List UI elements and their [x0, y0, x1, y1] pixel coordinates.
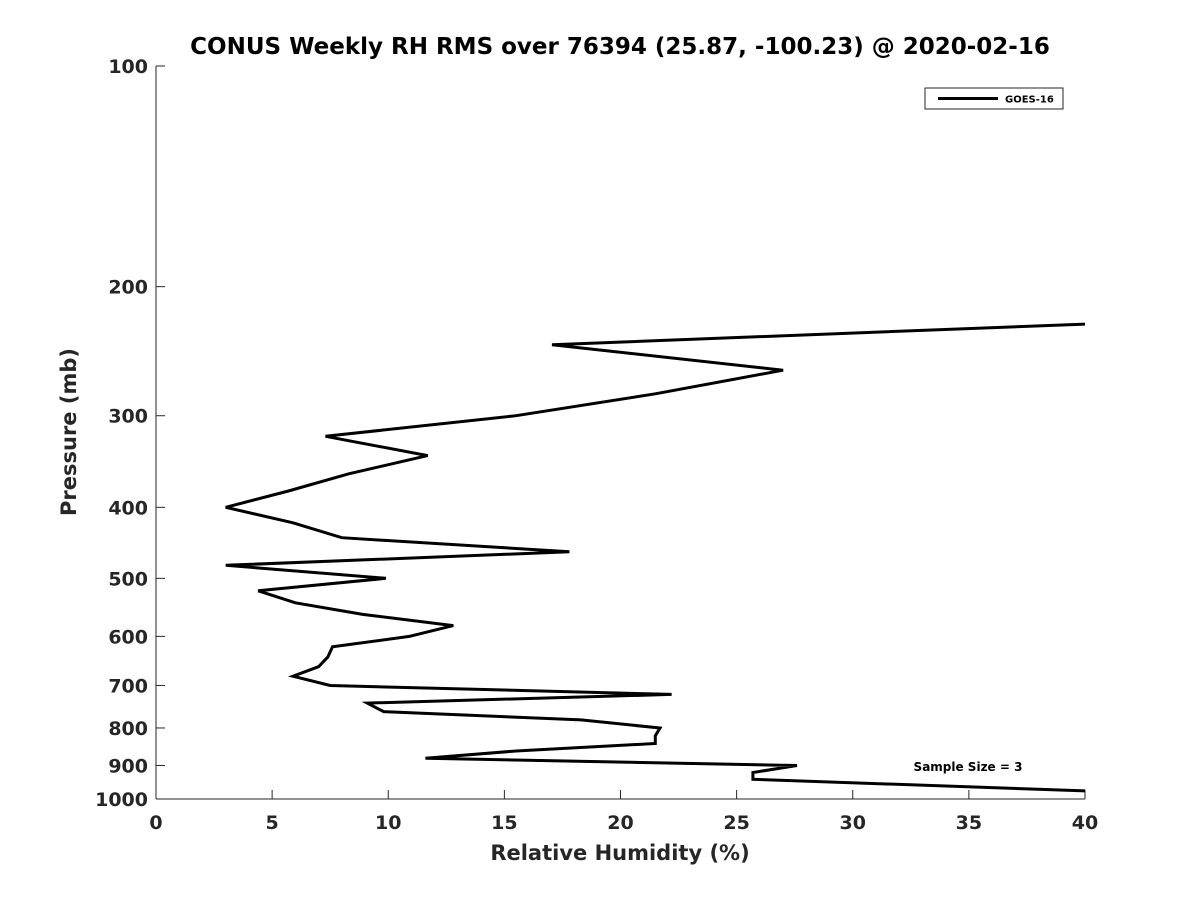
y-tick-label: 100	[108, 56, 148, 78]
y-tick-label: 600	[108, 626, 148, 648]
y-tick-label: 700	[108, 675, 148, 697]
x-tick-label: 0	[149, 812, 162, 834]
sample-size-annotation: Sample Size = 3	[914, 760, 1023, 774]
y-tick-label: 400	[108, 497, 148, 519]
y-tick-label: 800	[108, 718, 148, 740]
x-tick-label: 20	[607, 812, 633, 834]
series-line-goes-16	[225, 322, 1086, 793]
x-tick-label: 25	[723, 812, 749, 834]
y-axis-label: Pressure (mb)	[57, 348, 81, 516]
y-tick-label: 200	[108, 277, 148, 299]
x-axis-label: Relative Humidity (%)	[490, 841, 749, 865]
x-tick-label: 40	[1072, 812, 1098, 834]
x-tick-label: 10	[375, 812, 401, 834]
legend-label-goes16: GOES-16	[1005, 95, 1054, 106]
axes: 0 5 10 15 20 25 30 35 40 100 200 300 400 500 600 700 800…	[95, 56, 1098, 834]
series-layer	[225, 322, 1086, 793]
y-tick-label: 500	[108, 568, 148, 590]
legend: GOES-16	[924, 87, 1064, 110]
chart-title: CONUS Weekly RH RMS over 76394 (25.87, -…	[190, 34, 1050, 60]
x-tick-label: 35	[956, 812, 982, 834]
x-tick-label: 5	[266, 812, 279, 834]
x-tick-label: 30	[840, 812, 866, 834]
x-tick-label: 15	[491, 812, 517, 834]
y-tick-label: 300	[108, 406, 148, 428]
y-tick-label: 1000	[95, 789, 148, 811]
y-tick-label: 900	[108, 755, 148, 777]
